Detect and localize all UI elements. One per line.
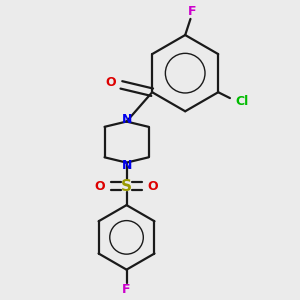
- Text: O: O: [148, 180, 158, 193]
- Text: O: O: [95, 180, 106, 193]
- Text: O: O: [106, 76, 116, 89]
- Text: F: F: [122, 283, 131, 296]
- Text: N: N: [122, 159, 132, 172]
- Text: F: F: [188, 5, 196, 18]
- Text: N: N: [122, 113, 132, 126]
- Text: Cl: Cl: [235, 94, 248, 107]
- Text: S: S: [121, 178, 132, 194]
